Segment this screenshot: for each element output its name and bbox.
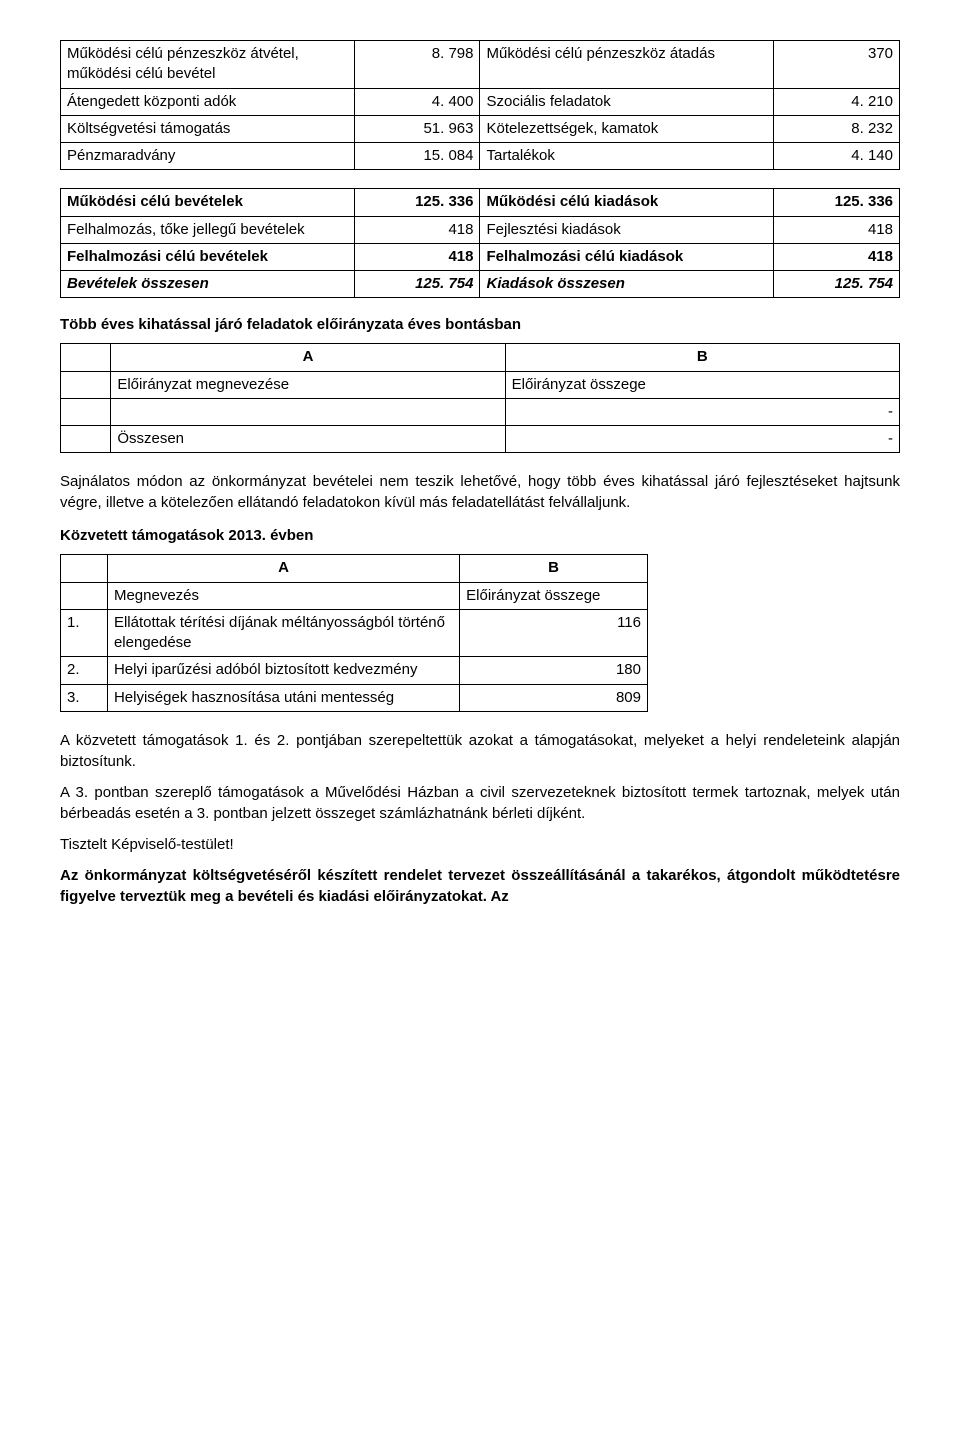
table-row: - — [61, 398, 900, 425]
paragraph-explanation-1: Sajnálatos módon az önkormányzat bevétel… — [60, 471, 900, 513]
cell-header-val: Előirányzat összege — [460, 582, 648, 609]
cell-blank — [61, 582, 108, 609]
cell-right-label: Kötelezettségek, kamatok — [480, 115, 774, 142]
cell-right-label: Működési célú kiadások — [480, 189, 774, 216]
cell-left-value: 51. 963 — [354, 115, 480, 142]
cell-left-label: Felhalmozási célú bevételek — [61, 243, 355, 270]
cell-right-value: 4. 140 — [774, 143, 900, 170]
table-row: Működési célú pénzeszköz átvétel, működé… — [61, 41, 900, 89]
paragraph-explanation-2: A közvetett támogatások 1. és 2. pontjáb… — [60, 730, 900, 772]
cell-blank — [61, 426, 111, 453]
cell-left-label: Pénzmaradvány — [61, 143, 355, 170]
cell-name: Helyi iparűzési adóból biztosított kedve… — [107, 657, 459, 684]
cell-blank — [61, 371, 111, 398]
cell-blank — [61, 398, 111, 425]
table-row: Felhalmozási célú bevételek418Felhalmozá… — [61, 243, 900, 270]
table-row: Megnevezés Előirányzat összege — [61, 582, 648, 609]
cell-index: 3. — [61, 684, 108, 711]
cell-left-value: 418 — [354, 243, 480, 270]
cell-blank — [111, 398, 505, 425]
cell-name: Előirányzat megnevezése — [111, 371, 505, 398]
forecast-table: A B Előirányzat megnevezése Előirányzat … — [60, 343, 900, 453]
closing-address: Tisztelt Képviselő-testület! — [60, 834, 900, 855]
col-header-b: B — [505, 344, 899, 371]
cell-right-value: 418 — [774, 243, 900, 270]
cell-left-value: 418 — [354, 216, 480, 243]
col-header-a: A — [107, 555, 459, 582]
cell-value: 116 — [460, 609, 648, 657]
budget-table-1-body: Működési célú pénzeszköz átvétel, működé… — [61, 41, 900, 170]
cell-index: 1. — [61, 609, 108, 657]
table-row: A B — [61, 344, 900, 371]
table-row: 3.Helyiségek hasznosítása utáni mentessé… — [61, 684, 648, 711]
cell-name: Helyiségek hasznosítása utáni mentesség — [107, 684, 459, 711]
cell-blank — [61, 344, 111, 371]
cell-left-label: Működési célú pénzeszköz átvétel, működé… — [61, 41, 355, 89]
cell-right-value: 370 — [774, 41, 900, 89]
indirect-support-table: A B Megnevezés Előirányzat összege 1.Ell… — [60, 554, 648, 712]
budget-table-2-body: Működési célú bevételek125. 336Működési … — [61, 189, 900, 298]
cell-right-value: 418 — [774, 216, 900, 243]
cell-right-label: Tartalékok — [480, 143, 774, 170]
table-row: Átengedett központi adók4. 400Szociális … — [61, 88, 900, 115]
cell-left-value: 125. 336 — [354, 189, 480, 216]
cell-val: Előirányzat összege — [505, 371, 899, 398]
budget-table-1: Működési célú pénzeszköz átvétel, működé… — [60, 40, 900, 170]
cell-left-label: Bevételek összesen — [61, 271, 355, 298]
budget-table-2: Működési célú bevételek125. 336Működési … — [60, 188, 900, 298]
table-row: 1.Ellátottak térítési díjának méltányoss… — [61, 609, 648, 657]
cell-name: Ellátottak térítési díjának méltányosság… — [107, 609, 459, 657]
cell-left-value: 15. 084 — [354, 143, 480, 170]
cell-right-label: Működési célú pénzeszköz átadás — [480, 41, 774, 89]
table-row: Összesen - — [61, 426, 900, 453]
cell-right-label: Kiadások összesen — [480, 271, 774, 298]
table-row: Bevételek összesen125. 754Kiadások össze… — [61, 271, 900, 298]
col-header-b: B — [460, 555, 648, 582]
cell-left-label: Átengedett központi adók — [61, 88, 355, 115]
cell-name: Összesen — [111, 426, 505, 453]
table-row: 2.Helyi iparűzési adóból biztosított ked… — [61, 657, 648, 684]
cell-left-label: Költségvetési támogatás — [61, 115, 355, 142]
cell-right-value: 8. 232 — [774, 115, 900, 142]
cell-right-label: Fejlesztési kiadások — [480, 216, 774, 243]
cell-val: - — [505, 426, 899, 453]
cell-right-label: Felhalmozási célú kiadások — [480, 243, 774, 270]
cell-left-label: Felhalmozás, tőke jellegű bevételek — [61, 216, 355, 243]
cell-left-value: 8. 798 — [354, 41, 480, 89]
cell-value: 180 — [460, 657, 648, 684]
table-row: Felhalmozás, tőke jellegű bevételek418Fe… — [61, 216, 900, 243]
cell-right-value: 125. 754 — [774, 271, 900, 298]
col-header-a: A — [111, 344, 505, 371]
heading-multi-year: Több éves kihatással járó feladatok elői… — [60, 316, 900, 333]
cell-val: - — [505, 398, 899, 425]
table-row: A B — [61, 555, 648, 582]
paragraph-summary: Az önkormányzat költségvetéséről készíte… — [60, 865, 900, 907]
table-row: Előirányzat megnevezése Előirányzat össz… — [61, 371, 900, 398]
cell-left-value: 125. 754 — [354, 271, 480, 298]
cell-right-value: 4. 210 — [774, 88, 900, 115]
cell-left-value: 4. 400 — [354, 88, 480, 115]
cell-value: 809 — [460, 684, 648, 711]
table-row: Költségvetési támogatás51. 963Kötelezett… — [61, 115, 900, 142]
cell-right-label: Szociális feladatok — [480, 88, 774, 115]
cell-blank — [61, 555, 108, 582]
cell-index: 2. — [61, 657, 108, 684]
cell-right-value: 125. 336 — [774, 189, 900, 216]
paragraph-explanation-3: A 3. pontban szereplő támogatások a Műve… — [60, 782, 900, 824]
table-row: Pénzmaradvány15. 084Tartalékok4. 140 — [61, 143, 900, 170]
heading-indirect-support: Közvetett támogatások 2013. évben — [60, 527, 900, 544]
cell-header-name: Megnevezés — [107, 582, 459, 609]
cell-left-label: Működési célú bevételek — [61, 189, 355, 216]
table-row: Működési célú bevételek125. 336Működési … — [61, 189, 900, 216]
